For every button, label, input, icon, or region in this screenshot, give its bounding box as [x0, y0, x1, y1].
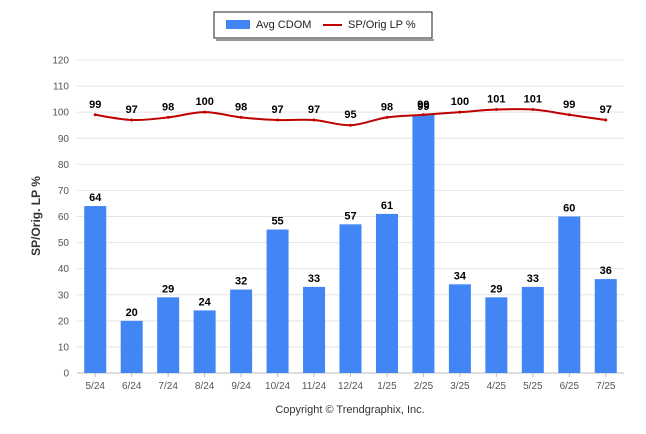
- bar: [120, 320, 143, 373]
- x-tick-label: 6/25: [560, 381, 580, 392]
- y-tick-label: 70: [58, 186, 70, 197]
- line-point: [494, 108, 498, 112]
- x-tick-label: 12/24: [338, 381, 363, 392]
- line-point: [567, 113, 571, 117]
- line-data-label: 99: [563, 99, 575, 111]
- bar: [266, 229, 289, 373]
- bar-data-label: 36: [600, 265, 612, 277]
- x-tick-label: 2/25: [414, 381, 434, 392]
- y-tick-label: 30: [58, 290, 70, 301]
- line-point: [312, 118, 316, 122]
- x-tick-label: 9/24: [231, 381, 251, 392]
- line-point: [93, 113, 97, 117]
- bar-data-label: 33: [527, 273, 539, 285]
- bar-series: [84, 114, 617, 374]
- line-point: [349, 123, 352, 127]
- line-data-label: 98: [162, 101, 174, 113]
- bar-data-label: 60: [563, 203, 575, 215]
- line-data-label: 101: [487, 94, 505, 106]
- line-point: [531, 108, 535, 112]
- line-point: [166, 115, 170, 119]
- x-tick-label: 4/25: [487, 381, 507, 392]
- x-tick-label: 1/25: [377, 381, 397, 392]
- bar: [339, 224, 362, 373]
- line-data-label: 98: [381, 101, 393, 113]
- x-tick-label: 7/25: [596, 381, 616, 392]
- y-tick-label: 0: [63, 369, 69, 380]
- y-tick-label: 90: [58, 134, 70, 145]
- line-data-label: 99: [89, 99, 101, 111]
- bar-data-label: 64: [89, 192, 102, 204]
- bar: [558, 216, 581, 373]
- bar-data-label: 61: [381, 200, 393, 212]
- y-tick-label: 80: [58, 160, 70, 171]
- y-tick-label: 10: [58, 342, 70, 353]
- line-point: [458, 110, 462, 114]
- bar: [193, 310, 216, 373]
- line-data-label: 98: [235, 101, 247, 113]
- legend-label-avg-cdom: Avg CDOM: [256, 19, 311, 31]
- bar: [485, 297, 508, 373]
- bar: [84, 206, 107, 373]
- x-tick-label: 3/25: [450, 381, 470, 392]
- line-data-label: 97: [271, 104, 283, 116]
- bar: [303, 286, 326, 373]
- bar: [521, 286, 544, 373]
- line-point: [130, 118, 134, 122]
- line-data-label: 97: [600, 104, 612, 116]
- line-data-label: 101: [524, 94, 542, 106]
- y-tick-label: 100: [52, 108, 69, 119]
- bar: [375, 213, 398, 373]
- x-tick-label: 6/24: [122, 381, 142, 392]
- line-data-label: 95: [344, 109, 356, 121]
- x-tick-label: 7/24: [158, 381, 178, 392]
- y-tick-label: 120: [52, 56, 69, 67]
- line-series: [93, 108, 608, 127]
- line-data-label: 97: [126, 104, 138, 116]
- line-point: [239, 115, 243, 119]
- line-point: [385, 115, 389, 119]
- y-axis-title: SP/Orig. LP %: [29, 176, 43, 256]
- bar: [157, 297, 180, 373]
- data-labels: 64 20 29 24 32 55 33 57 61 99 34 29 33 60 36 99 97 98 100 9…: [89, 94, 612, 319]
- x-tick-label: 8/24: [195, 381, 215, 392]
- legend: Avg CDOM SP/Orig LP %: [213, 11, 434, 41]
- bar-data-label: 55: [271, 216, 283, 228]
- line-point: [421, 113, 425, 117]
- bar-data-label: 29: [162, 283, 174, 295]
- line-point: [276, 118, 280, 122]
- bar: [594, 279, 617, 373]
- bar-data-label: 34: [454, 270, 467, 282]
- bar-data-label: 99: [417, 101, 429, 113]
- bar: [448, 284, 471, 373]
- bar-data-label: 32: [235, 276, 247, 288]
- line-data-label: 100: [195, 96, 213, 108]
- bar-data-label: 33: [308, 273, 320, 285]
- y-tick-label: 50: [58, 238, 70, 249]
- x-tick-label: 5/25: [523, 381, 543, 392]
- line-data-label: 100: [451, 96, 469, 108]
- line-data-label: 97: [308, 104, 320, 116]
- y-tick-label: 60: [58, 212, 70, 223]
- bar-data-label: 57: [344, 210, 356, 222]
- x-tick-label: 10/24: [265, 381, 290, 392]
- legend-label-sp-orig-lp: SP/Orig LP %: [348, 19, 416, 31]
- x-tick-label: 11/24: [302, 381, 327, 392]
- line-point: [604, 118, 608, 122]
- line-data-label: 99: [417, 99, 429, 111]
- y-tick-label: 110: [53, 82, 69, 93]
- bar: [230, 289, 253, 373]
- bar: [412, 114, 435, 374]
- y-tick-label: 40: [58, 264, 70, 275]
- copyright-text: Copyright © Trendgraphix, Inc.: [275, 404, 424, 416]
- x-tick-label: 5/24: [85, 381, 105, 392]
- y-tick-label: 20: [58, 316, 70, 327]
- bar-data-label: 24: [199, 296, 212, 308]
- legend-swatch-avg-cdom: [226, 20, 250, 29]
- bar-data-label: 29: [490, 283, 502, 295]
- bar-data-label: 20: [126, 307, 138, 319]
- line-point: [203, 110, 207, 114]
